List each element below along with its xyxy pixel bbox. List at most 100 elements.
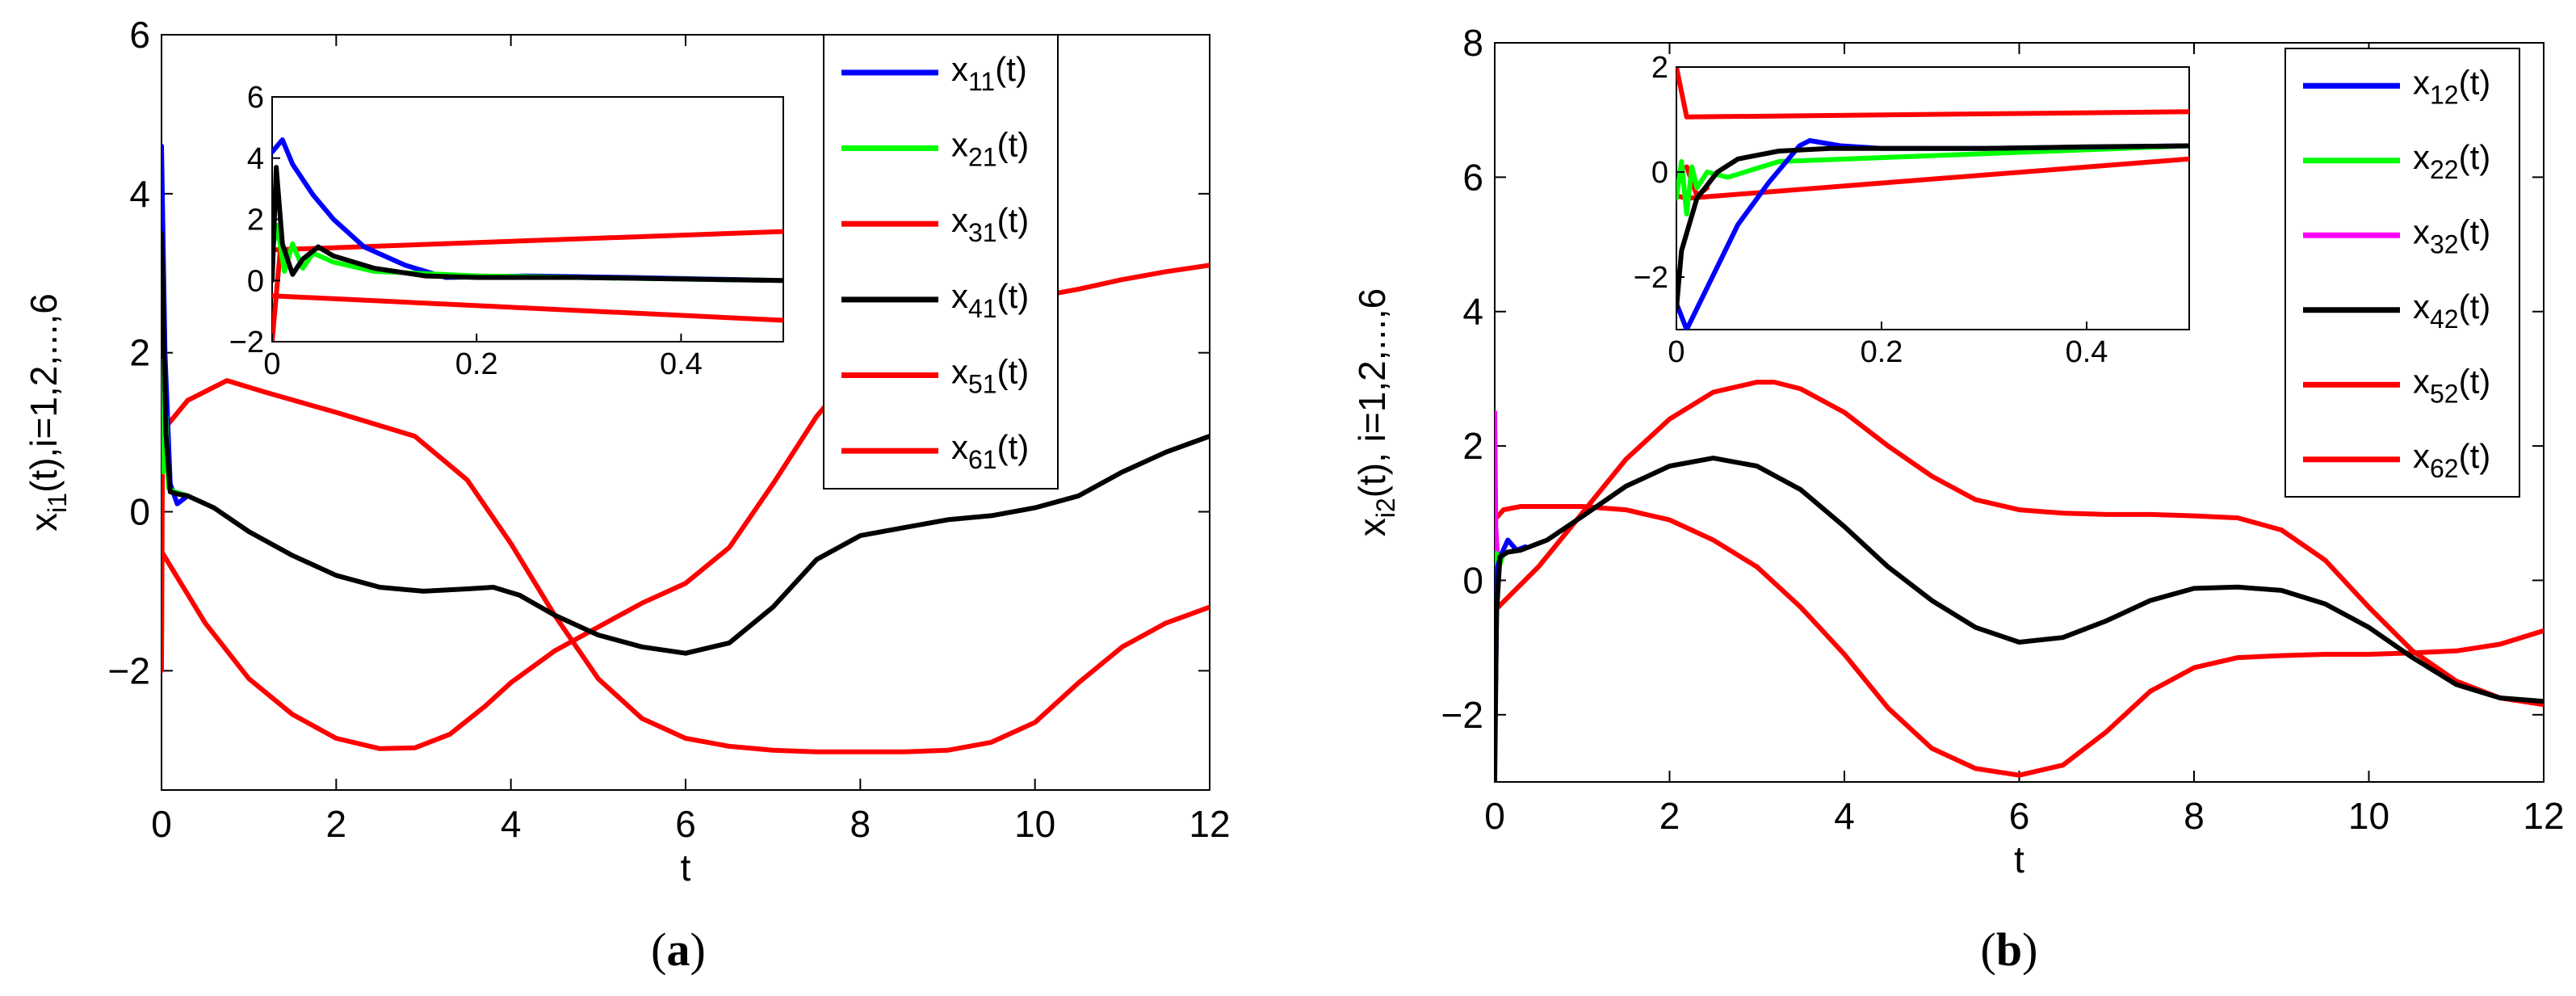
legend-label-base: x	[2413, 212, 2430, 250]
legend-label-rest: (t)	[997, 353, 1030, 391]
inset-series-line	[1676, 67, 2189, 120]
legend-label: x62(t)	[2413, 437, 2490, 483]
legend-label-base: x	[2413, 288, 2430, 326]
legend: x12(t)x22(t)x32(t)x42(t)x52(t)x62(t)	[2284, 48, 2520, 498]
inset-x-tick-label: 0.2	[1861, 335, 1903, 369]
legend-label: x31(t)	[951, 201, 1029, 247]
x-tick-label: 8	[2184, 795, 2205, 837]
caption-open: (	[651, 923, 666, 976]
y-axis-label-rest: (t),i=1,2,...,6	[23, 293, 65, 493]
legend-label-sub: 41	[968, 294, 997, 323]
y-tick-label: −2	[1441, 694, 1483, 736]
inset-series-group	[272, 137, 783, 342]
legend-label-sub: 21	[968, 143, 997, 172]
legend-label: x52(t)	[2413, 362, 2490, 408]
legend-label-base: x	[951, 353, 968, 391]
legend-label: x42(t)	[2413, 288, 2490, 334]
x-tick-label: 2	[326, 803, 347, 845]
legend-box	[2284, 48, 2520, 498]
inset-series-line	[272, 247, 283, 342]
x-tick-label: 12	[1189, 803, 1230, 845]
x-axis-label: t	[2014, 838, 2024, 880]
y-tick-label: 6	[1462, 156, 1483, 198]
x-tick-label: 2	[1659, 795, 1680, 837]
x-tick-label: 6	[675, 803, 696, 845]
legend-label: x12(t)	[2413, 63, 2490, 109]
y-tick-label: 4	[1462, 291, 1483, 333]
legend-label: x21(t)	[951, 126, 1029, 172]
y-axis-label: xi1(t),i=1,2,...,6	[23, 293, 72, 532]
y-tick-label: 2	[1462, 425, 1483, 467]
inset-y-tick-label: 0	[247, 264, 264, 298]
inset-series-group	[1676, 67, 2189, 330]
y-axis-label-rest: (t), i=1,2,...,6	[1351, 288, 1393, 498]
legend-label-rest: (t)	[997, 201, 1030, 239]
inset-series-line	[272, 293, 783, 323]
legend-label: x51(t)	[951, 353, 1029, 399]
legend-label-base: x	[951, 126, 968, 164]
inset-series-line	[272, 229, 783, 253]
inset-series-line	[1676, 143, 2189, 311]
inset-plot-area	[271, 96, 784, 343]
legend-label-rest: (t)	[2459, 288, 2491, 326]
legend-label-sub: 22	[2430, 155, 2459, 184]
x-tick-label: 12	[2523, 795, 2564, 837]
inset-series-line	[1676, 143, 2189, 216]
inset-y-tick-label: 2	[247, 204, 264, 237]
caption-close: )	[2022, 923, 2037, 976]
legend-label-rest: (t)	[2459, 437, 2491, 475]
x-tick-label: 0	[1484, 795, 1505, 837]
caption-close: )	[690, 923, 706, 976]
inset-x-tick-label: 0	[263, 347, 280, 381]
caption-open: (	[1981, 923, 1996, 976]
inset-y-tick-label: −2	[1634, 261, 1668, 295]
legend-label-sub: 52	[2430, 379, 2459, 408]
y-axis-label-base: x	[23, 513, 65, 532]
x-tick-label: 8	[850, 803, 871, 845]
caption-letter: a	[667, 923, 690, 976]
inset-x-tick-label: 0.4	[660, 347, 703, 381]
x-tick-label: 4	[1834, 795, 1855, 837]
legend-label-base: x	[951, 50, 968, 88]
series-line	[1495, 456, 2544, 782]
legend-label-base: x	[2413, 437, 2430, 475]
y-axis-label: xi2(t), i=1,2,...,6	[1351, 288, 1400, 536]
x-tick-label: 10	[2348, 795, 2389, 837]
y-tick-label: −2	[108, 649, 150, 691]
inset-x-tick-label: 0.4	[2066, 335, 2108, 369]
legend-label-base: x	[951, 277, 968, 315]
legend-label: x22(t)	[2413, 138, 2490, 184]
inset-series-line	[272, 165, 783, 284]
inset-x-tick-label: 0	[1668, 335, 1684, 369]
legend-box	[823, 34, 1059, 490]
legend-label-sub: 12	[2430, 80, 2459, 109]
y-tick-label: 0	[1462, 559, 1483, 601]
legend-label-rest: (t)	[997, 428, 1030, 466]
legend-label-base: x	[2413, 63, 2430, 101]
legend-label-base: x	[2413, 138, 2430, 176]
series-line	[1495, 504, 2544, 778]
y-axis-label-sub: i1	[43, 493, 72, 513]
legend-label-rest: (t)	[2459, 212, 2491, 250]
inset-plot-area	[1676, 66, 2190, 330]
legend-label-base: x	[2413, 362, 2430, 400]
series-line	[162, 378, 1210, 754]
legend-label-base: x	[951, 201, 968, 239]
legend-label-sub: 32	[2430, 229, 2459, 258]
legend-label: x32(t)	[2413, 212, 2490, 258]
legend-label-rest: (t)	[995, 50, 1027, 88]
panel-caption: (b)	[1981, 923, 2038, 976]
y-tick-label: 8	[1462, 22, 1483, 64]
series-line	[162, 231, 1210, 656]
legend-label-rest: (t)	[997, 277, 1030, 315]
y-tick-label: 4	[129, 173, 150, 215]
x-axis-label: t	[681, 847, 691, 889]
series-line	[1495, 410, 1500, 557]
series-group	[1495, 380, 2544, 782]
legend-label-rest: (t)	[2459, 63, 2491, 101]
y-axis-label-base: x	[1351, 518, 1393, 536]
inset-y-tick-label: 6	[247, 81, 264, 115]
